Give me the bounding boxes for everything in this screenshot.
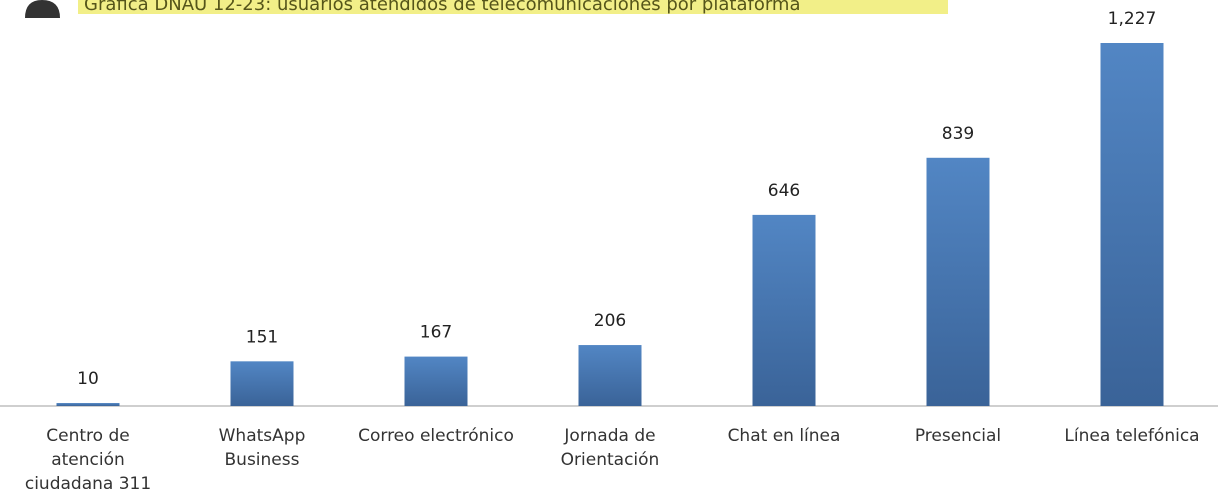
x-tick-label: Correo electrónico [358, 426, 514, 446]
data-label: 646 [768, 181, 800, 201]
bar [578, 345, 642, 406]
x-tick-label: Centro de atención ciudadana 311 [24, 426, 152, 494]
data-label: 167 [420, 323, 452, 343]
data-label: 10 [77, 369, 99, 389]
x-tick-label: Línea telefónica [1064, 426, 1200, 446]
icon [25, 0, 60, 18]
bar [926, 157, 990, 406]
bar [56, 403, 120, 406]
data-label: 151 [246, 327, 278, 347]
bar [1100, 43, 1164, 406]
data-label: 1,227 [1108, 9, 1157, 29]
title-highlight [78, 0, 948, 14]
bar [404, 356, 468, 406]
x-tick-label: Chat en línea [727, 426, 841, 446]
chart-title: Gráfica DNAU 12-23: usuarios atendidos d… [84, 0, 800, 15]
bar [752, 214, 816, 406]
bar [230, 361, 294, 406]
x-tick-label: Presencial [914, 426, 1002, 446]
x-tick-label: WhatsApp Business [218, 426, 306, 470]
data-label: 206 [594, 311, 626, 331]
data-label: 839 [942, 124, 974, 144]
x-tick-label: Jornada de Orientación [560, 426, 660, 470]
